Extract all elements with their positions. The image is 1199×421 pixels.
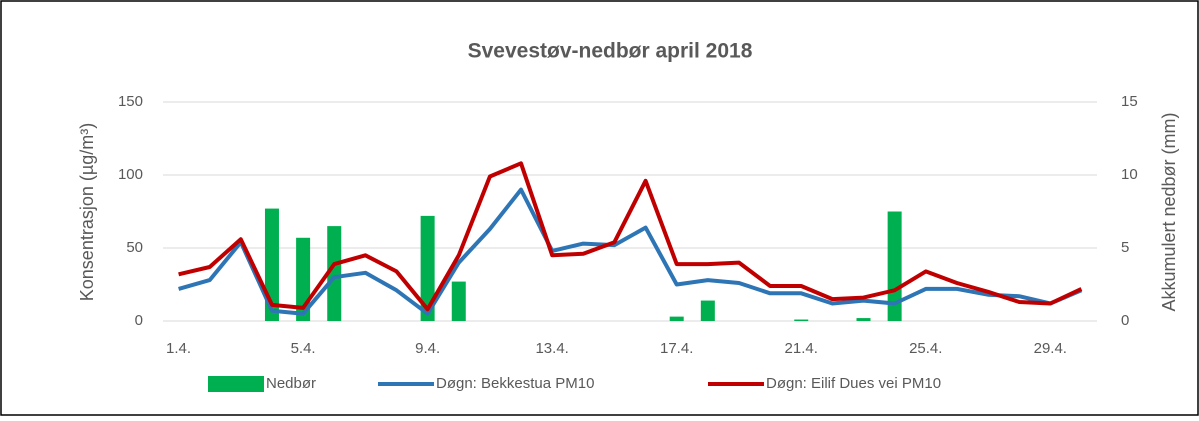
legend-label: Døgn: Bekkestua PM10: [436, 375, 594, 392]
line: [178, 161, 1083, 312]
y2-tick-label: 0: [1121, 312, 1129, 329]
bar: [887, 211, 902, 321]
bar: [420, 215, 435, 321]
y2-tick-label: 10: [1121, 166, 1138, 183]
y2-axis-title: Akkumulert nedbør (mm): [1159, 112, 1179, 311]
x-tick-label: 21.4.: [785, 340, 818, 357]
x-tick-label: 1.4.: [166, 340, 191, 357]
x-tick-label: 9.4.: [415, 340, 440, 357]
x-tick-label: 13.4.: [535, 340, 568, 357]
legend-label: Nedbør: [266, 375, 316, 392]
y-tick-label: 50: [126, 239, 143, 256]
chart-title: Svevestøv-nedbør april 2018: [468, 40, 753, 63]
bar: [669, 316, 684, 321]
y-tick-label: 100: [118, 166, 143, 183]
x-tick-label: 5.4.: [291, 340, 316, 357]
bar: [794, 319, 809, 321]
y-tick-label: 0: [135, 312, 143, 329]
y2-tick-label: 5: [1121, 239, 1129, 256]
x-tick-label: 29.4.: [1034, 340, 1067, 357]
x-tick-label: 17.4.: [660, 340, 693, 357]
bar: [327, 226, 342, 321]
legend-label: Døgn: Eilif Dues vei PM10: [766, 375, 941, 392]
y-axis-title: Konsentrasjon (µg/m³): [77, 123, 97, 301]
line: [178, 187, 1083, 316]
bar: [856, 318, 871, 321]
bar: [451, 281, 466, 321]
y-tick-label: 150: [118, 93, 143, 110]
bar: [700, 300, 715, 321]
y2-tick-label: 15: [1121, 93, 1138, 110]
x-tick-label: 25.4.: [909, 340, 942, 357]
legend-swatch: [208, 376, 264, 392]
